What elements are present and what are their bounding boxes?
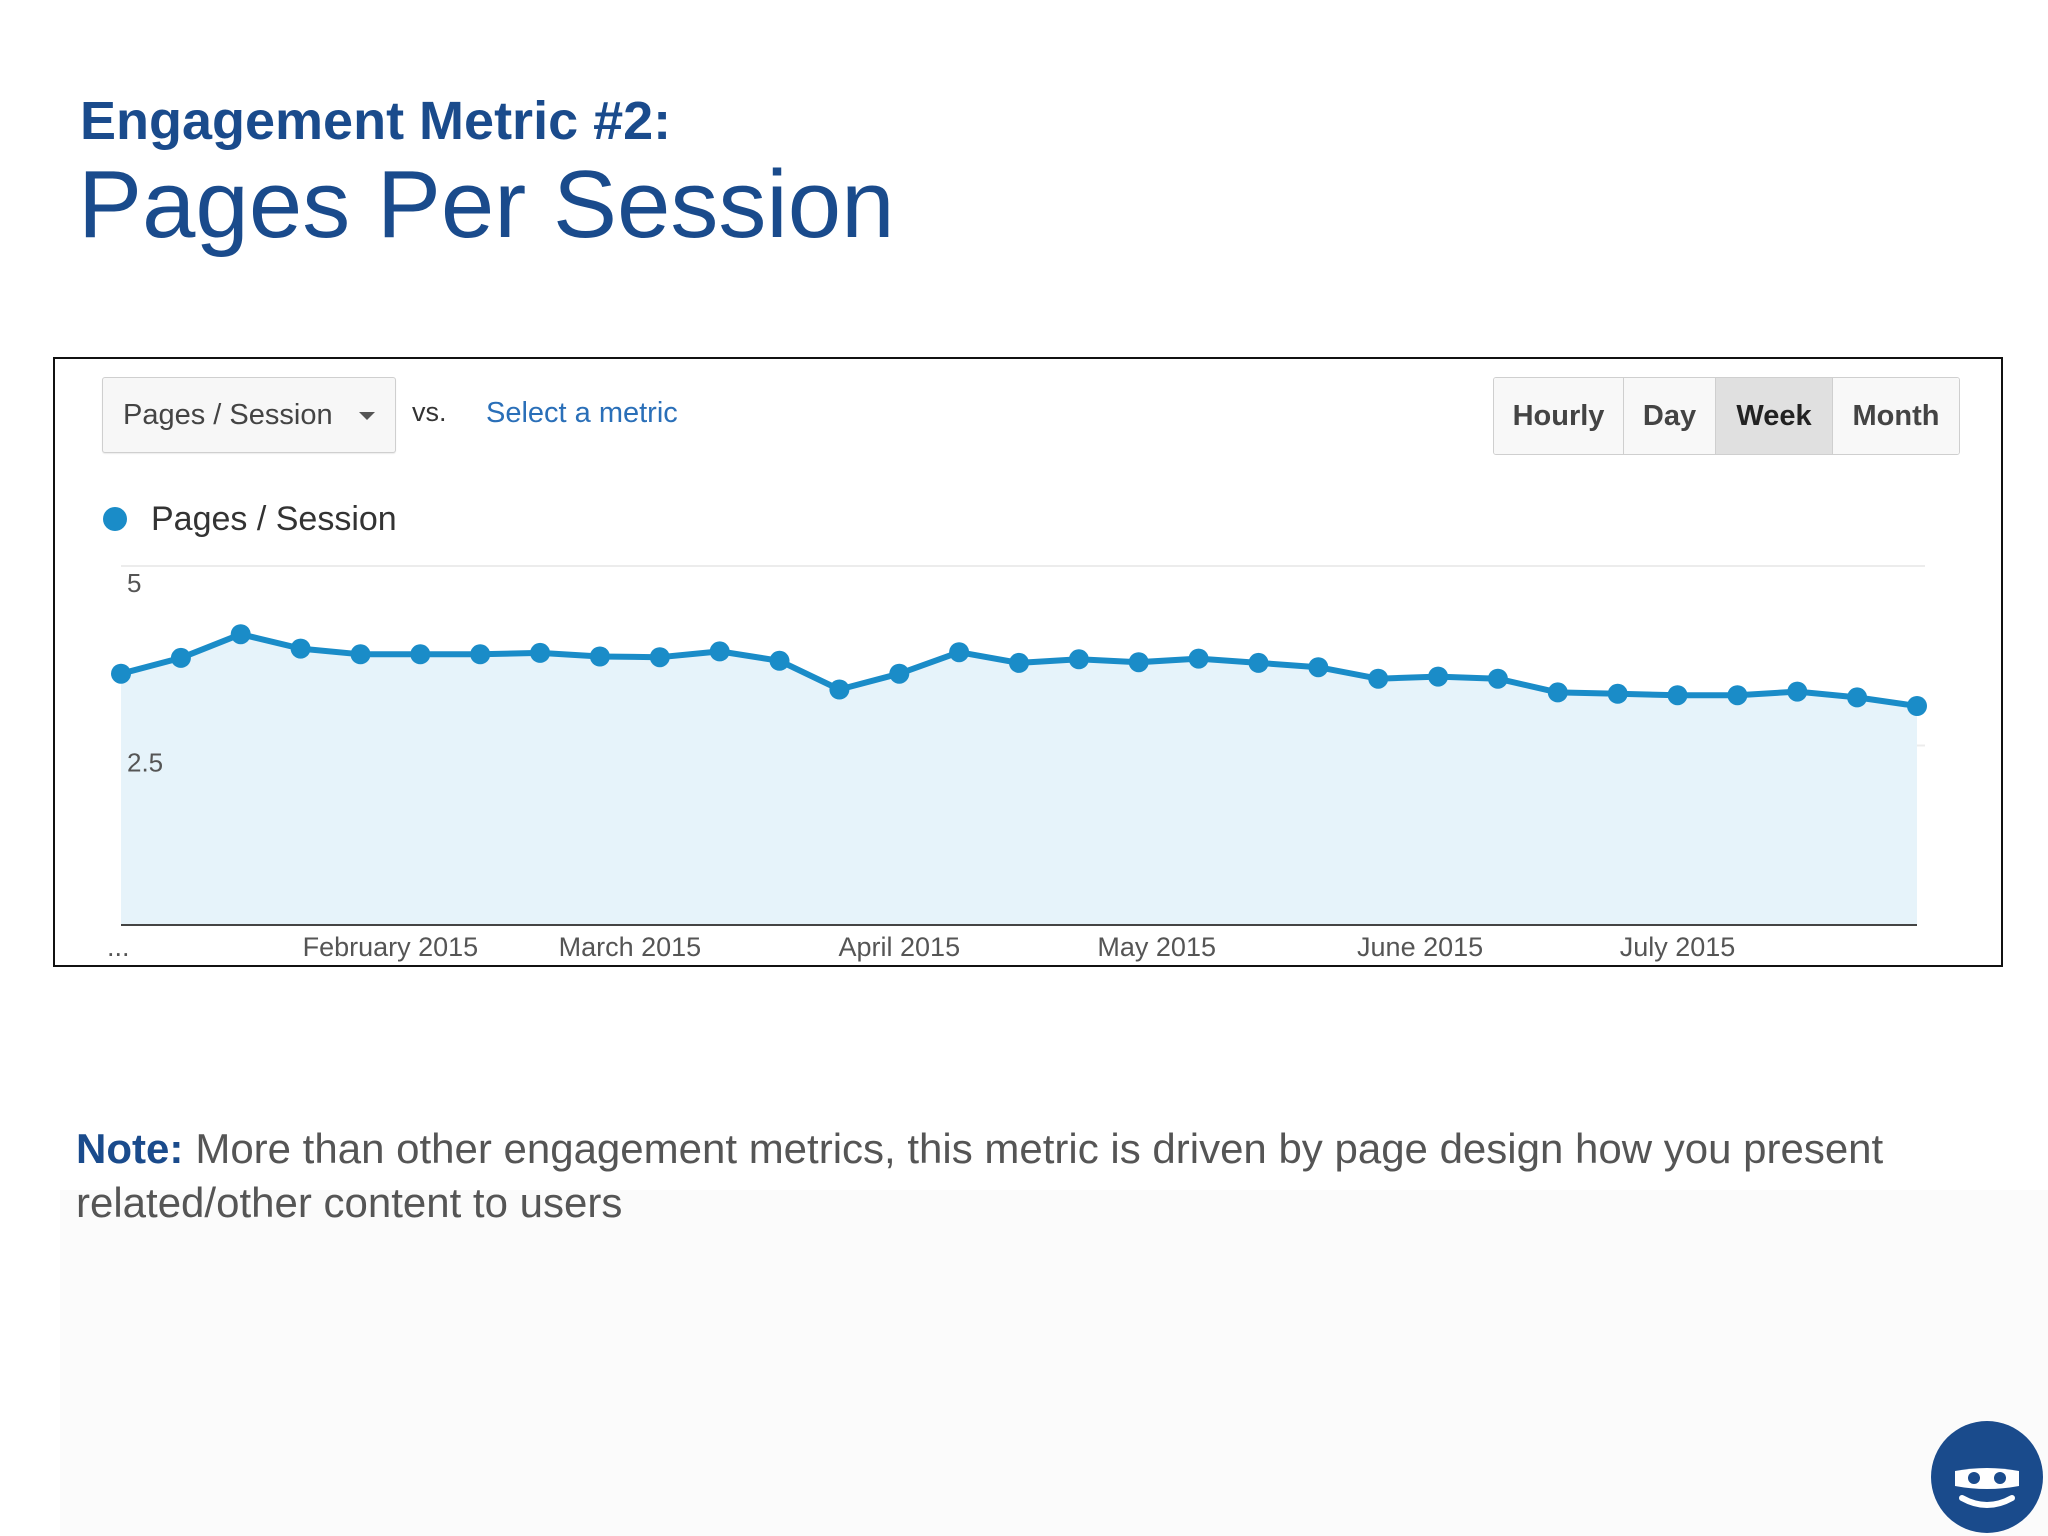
metric-selector-dropdown[interactable]: Pages / Session bbox=[102, 377, 396, 453]
data-point-24[interactable] bbox=[1547, 682, 1568, 703]
range-week-button[interactable]: Week bbox=[1716, 378, 1833, 454]
data-point-1[interactable] bbox=[170, 647, 191, 668]
data-point-22[interactable] bbox=[1428, 666, 1449, 687]
data-point-0[interactable] bbox=[111, 663, 131, 684]
legend-label: Pages / Session bbox=[151, 500, 397, 538]
data-point-27[interactable] bbox=[1727, 685, 1748, 706]
data-point-26[interactable] bbox=[1667, 685, 1688, 706]
chevron-down-icon bbox=[359, 412, 375, 420]
x-tick-label-0: ... bbox=[107, 932, 130, 962]
x-tick-label-4: May 2015 bbox=[1097, 932, 1216, 962]
range-day-button[interactable]: Day bbox=[1624, 378, 1716, 454]
data-point-20[interactable] bbox=[1308, 657, 1329, 678]
select-metric-link[interactable]: Select a metric bbox=[486, 397, 678, 429]
note-block: Note: More than other engagement metrics,… bbox=[76, 1122, 1896, 1230]
x-tick-label-5: June 2015 bbox=[1357, 932, 1483, 962]
data-point-10[interactable] bbox=[709, 641, 730, 662]
range-month-button[interactable]: Month bbox=[1833, 378, 1959, 454]
data-point-15[interactable] bbox=[1009, 652, 1029, 673]
data-point-9[interactable] bbox=[649, 647, 670, 668]
metric-selector-label: Pages / Session bbox=[123, 398, 333, 431]
data-point-2[interactable] bbox=[230, 624, 251, 645]
data-point-16[interactable] bbox=[1068, 649, 1089, 670]
data-point-14[interactable] bbox=[949, 642, 970, 663]
data-point-6[interactable] bbox=[470, 644, 491, 665]
data-point-29[interactable] bbox=[1847, 687, 1868, 708]
x-tick-label-6: July 2015 bbox=[1620, 932, 1736, 962]
data-point-17[interactable] bbox=[1128, 652, 1149, 673]
note-label: Note: bbox=[76, 1125, 184, 1172]
range-hourly-button[interactable]: Hourly bbox=[1494, 378, 1624, 454]
analytics-chart-panel: Pages / Session vs. Select a metric Hour… bbox=[53, 357, 2003, 967]
data-point-21[interactable] bbox=[1368, 668, 1389, 689]
time-range-toggle: Hourly Day Week Month bbox=[1493, 377, 1960, 455]
slide-footer-background bbox=[60, 1190, 2048, 1536]
data-point-19[interactable] bbox=[1248, 652, 1269, 673]
eyes-logo-icon bbox=[1931, 1421, 2043, 1533]
data-point-11[interactable] bbox=[769, 650, 790, 671]
y-tick-label-0: 5 bbox=[127, 568, 141, 598]
data-point-13[interactable] bbox=[889, 663, 910, 684]
data-point-5[interactable] bbox=[410, 644, 431, 665]
data-point-28[interactable] bbox=[1787, 681, 1808, 702]
slide-title: Pages Per Session bbox=[78, 151, 895, 258]
data-point-12[interactable] bbox=[829, 679, 850, 700]
vs-label: vs. bbox=[412, 397, 447, 427]
data-point-23[interactable] bbox=[1487, 668, 1508, 689]
x-tick-label-1: February 2015 bbox=[303, 932, 479, 962]
x-tick-label-3: April 2015 bbox=[839, 932, 961, 962]
data-point-18[interactable] bbox=[1188, 648, 1209, 669]
note-text: More than other engagement metrics, this… bbox=[76, 1125, 1884, 1226]
data-point-7[interactable] bbox=[530, 642, 551, 663]
data-point-25[interactable] bbox=[1607, 683, 1628, 704]
slide-subtitle: Engagement Metric #2: bbox=[80, 91, 672, 151]
x-tick-label-2: March 2015 bbox=[559, 932, 702, 962]
data-point-30[interactable] bbox=[1907, 696, 1927, 716]
pages-per-session-chart: 5 2.5... February 2015 March 2015 April 2015… bbox=[107, 565, 1927, 962]
data-point-3[interactable] bbox=[290, 638, 311, 659]
data-point-4[interactable] bbox=[350, 644, 371, 665]
data-point-8[interactable] bbox=[589, 646, 610, 667]
y-tick-label-1: 2.5 bbox=[127, 748, 163, 778]
series-area bbox=[121, 634, 1917, 925]
legend-marker bbox=[103, 507, 127, 531]
